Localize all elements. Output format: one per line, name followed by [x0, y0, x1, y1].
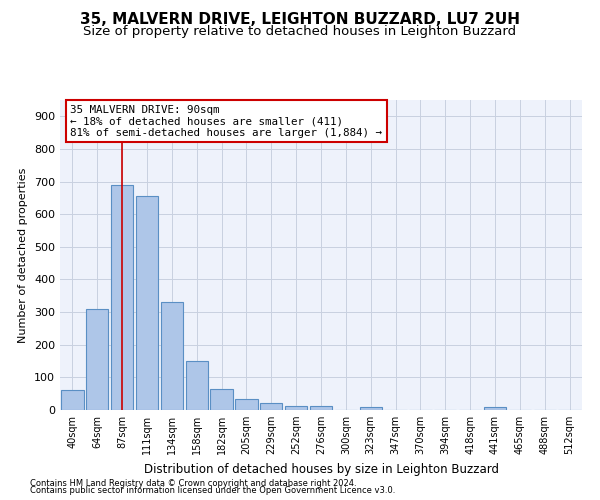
Text: 35, MALVERN DRIVE, LEIGHTON BUZZARD, LU7 2UH: 35, MALVERN DRIVE, LEIGHTON BUZZARD, LU7…	[80, 12, 520, 28]
Text: Size of property relative to detached houses in Leighton Buzzard: Size of property relative to detached ho…	[83, 25, 517, 38]
Bar	[235, 399, 257, 410]
Text: 35 MALVERN DRIVE: 90sqm
← 18% of detached houses are smaller (411)
81% of semi-d: 35 MALVERN DRIVE: 90sqm ← 18% of detache…	[70, 104, 382, 138]
Bar	[161, 302, 183, 410]
Bar	[61, 390, 83, 410]
Y-axis label: Number of detached properties: Number of detached properties	[19, 168, 28, 342]
Bar	[260, 404, 283, 410]
Bar	[211, 389, 233, 410]
Bar	[310, 406, 332, 410]
Bar	[484, 408, 506, 410]
Bar	[359, 406, 382, 410]
Bar	[86, 309, 109, 410]
Bar	[285, 406, 307, 410]
X-axis label: Distribution of detached houses by size in Leighton Buzzard: Distribution of detached houses by size …	[143, 462, 499, 475]
Text: Contains public sector information licensed under the Open Government Licence v3: Contains public sector information licen…	[30, 486, 395, 495]
Bar	[185, 361, 208, 410]
Bar	[111, 186, 133, 410]
Text: Contains HM Land Registry data © Crown copyright and database right 2024.: Contains HM Land Registry data © Crown c…	[30, 478, 356, 488]
Bar	[136, 196, 158, 410]
